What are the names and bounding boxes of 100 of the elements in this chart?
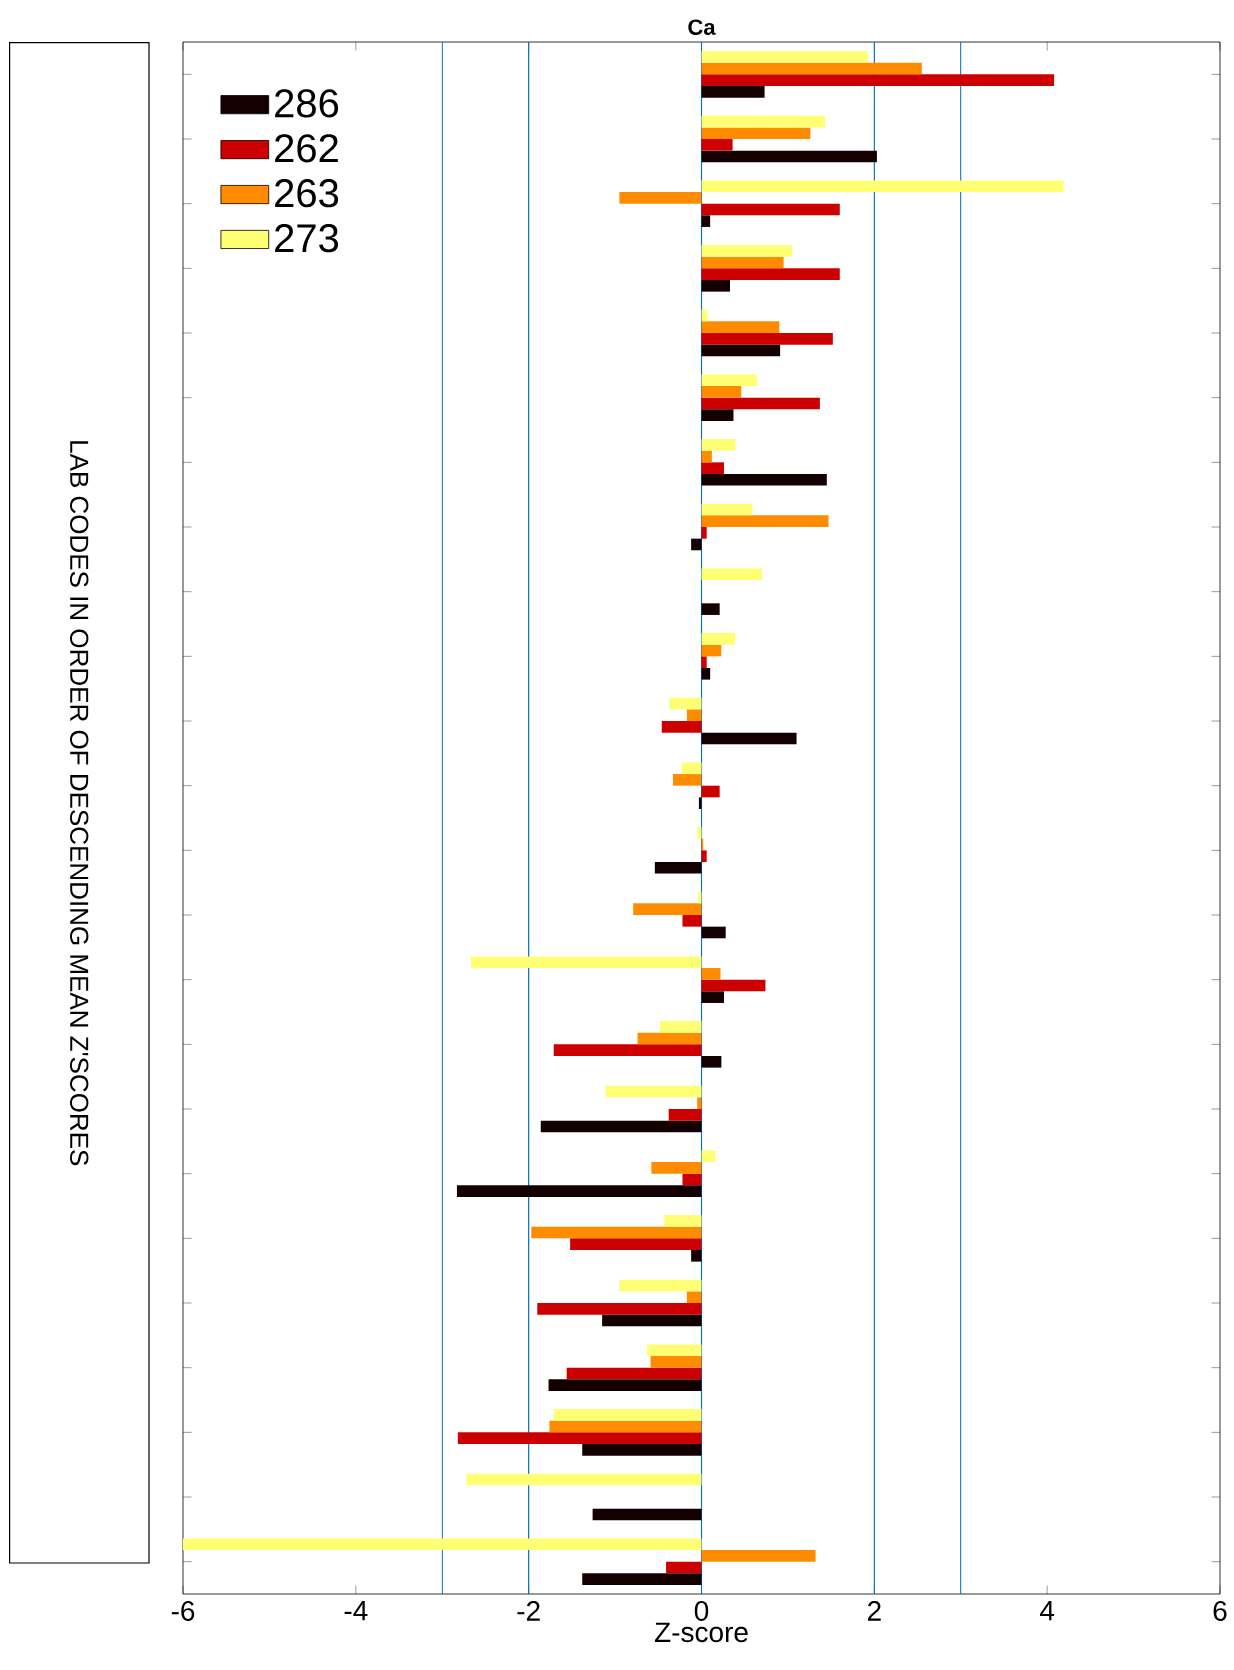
- bar: [701, 409, 734, 421]
- bar: [701, 397, 820, 410]
- bar: [637, 1032, 702, 1045]
- bar: [582, 1573, 702, 1585]
- bar: [686, 1291, 702, 1304]
- bar: [701, 515, 829, 528]
- x-tick-label: -2: [517, 1601, 540, 1621]
- bar: [686, 709, 702, 722]
- x-axis-title: Z-score: [654, 1622, 748, 1643]
- bar: [690, 538, 702, 551]
- chart-title: Ca: [688, 19, 716, 35]
- bar: [701, 74, 1054, 86]
- bar: [701, 215, 710, 227]
- bar: [701, 732, 797, 745]
- x-tick-label: 6: [1213, 1601, 1227, 1621]
- bar: [701, 979, 766, 992]
- bar: [701, 51, 868, 63]
- bar: [701, 62, 922, 75]
- bar: [701, 374, 757, 387]
- bar: [701, 115, 825, 128]
- bar: [701, 450, 712, 463]
- bar: [650, 1356, 702, 1368]
- x-tick-label: 2: [867, 1601, 881, 1621]
- bar: [661, 721, 702, 733]
- bar: [681, 762, 702, 775]
- bar: [690, 1249, 702, 1262]
- bar: [701, 439, 735, 451]
- bar: [701, 1550, 816, 1562]
- bar: [672, 774, 702, 786]
- bar: [701, 245, 793, 257]
- bar: [697, 891, 702, 904]
- bar: [701, 268, 840, 280]
- bar: [553, 1409, 702, 1421]
- bar: [531, 1226, 702, 1239]
- bar: [701, 309, 708, 322]
- x-tick-label: 4: [1039, 1601, 1054, 1621]
- bar: [566, 1367, 702, 1380]
- bar: [701, 344, 780, 357]
- legend-label: 262: [274, 134, 338, 163]
- bar: [553, 1044, 702, 1056]
- bar: [457, 1432, 702, 1444]
- bar: [665, 1561, 702, 1574]
- bar: [605, 1085, 702, 1098]
- bar: [701, 279, 730, 292]
- bar: [456, 1185, 702, 1197]
- legend-label: 263: [274, 179, 338, 208]
- bar: [659, 1021, 702, 1033]
- x-tick-label: 0: [694, 1601, 708, 1621]
- bar: [701, 968, 721, 980]
- bar: [549, 1420, 702, 1433]
- bar: [682, 915, 702, 927]
- bar: [701, 527, 707, 539]
- bar: [669, 697, 702, 710]
- bar: [668, 1109, 702, 1121]
- bar: [664, 1215, 702, 1227]
- bar: [548, 1379, 702, 1391]
- x-tick-label: -6: [171, 1601, 194, 1621]
- bar: [682, 1173, 702, 1186]
- bar: [696, 827, 702, 839]
- bar: [701, 139, 733, 151]
- bar: [619, 1279, 702, 1292]
- bar: [701, 603, 720, 615]
- bar: [701, 462, 724, 474]
- bar: [698, 797, 702, 809]
- legend-label: 273: [274, 224, 338, 253]
- bar: [701, 991, 724, 1003]
- bar: [182, 1538, 702, 1551]
- bar: [646, 1344, 702, 1357]
- bar: [592, 1508, 702, 1521]
- bar: [540, 1120, 702, 1133]
- bar: [651, 1162, 702, 1174]
- legend-label: 286: [274, 89, 338, 118]
- x-tick-label: -4: [344, 1601, 368, 1621]
- bar: [701, 1150, 716, 1163]
- bar: [701, 667, 710, 680]
- bar: [633, 903, 702, 916]
- bar: [701, 386, 742, 398]
- bar: [466, 1473, 702, 1486]
- y-axis-title: LAB CODES IN ORDER OF DESCENDING MEAN Z'SCORES: [69, 441, 89, 1166]
- bar: [701, 568, 762, 581]
- bar: [701, 926, 726, 939]
- bar: [470, 956, 702, 969]
- bar: [582, 1443, 702, 1456]
- bar: [701, 85, 765, 98]
- bar: [654, 861, 702, 874]
- bar: [701, 256, 784, 269]
- bar: [569, 1238, 702, 1250]
- bar: [701, 644, 722, 657]
- bar: [701, 633, 735, 645]
- bar: [701, 333, 833, 345]
- bar: [696, 1097, 702, 1110]
- bar: [601, 1314, 702, 1327]
- bar: [701, 656, 707, 668]
- bar: [701, 503, 753, 516]
- bar: [619, 192, 702, 204]
- bar: [701, 150, 877, 163]
- bar: [701, 127, 811, 140]
- bar: [701, 850, 707, 862]
- bar: [701, 180, 1064, 193]
- bar: [701, 1055, 722, 1068]
